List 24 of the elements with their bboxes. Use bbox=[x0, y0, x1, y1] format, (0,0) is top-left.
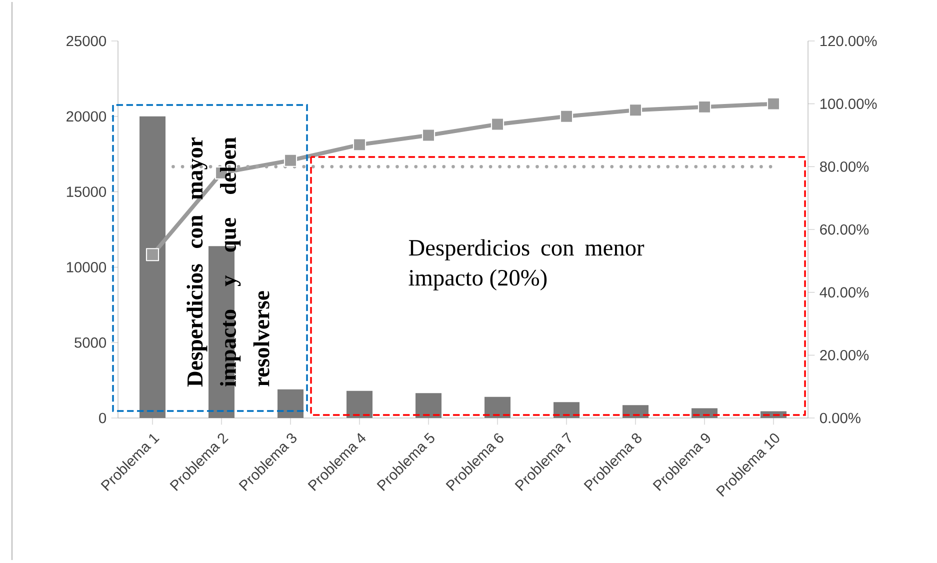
y-tick-label: 10000 bbox=[66, 262, 106, 272]
point bbox=[490, 118, 504, 131]
y2-tick-label: 40.00% bbox=[820, 287, 869, 298]
point bbox=[628, 104, 642, 117]
point bbox=[284, 154, 298, 167]
y-tick-label: 20000 bbox=[66, 111, 106, 122]
y2-tick-label: 120.00% bbox=[820, 36, 877, 46]
point bbox=[146, 248, 160, 262]
y2-tick-label: 80.00% bbox=[820, 161, 869, 172]
y2-tick-label: 0.00% bbox=[820, 412, 860, 424]
y-tick-label: 25000 bbox=[66, 36, 106, 46]
y-tick-label: 15000 bbox=[66, 186, 106, 197]
point bbox=[560, 110, 574, 123]
y-tick-label: 5000 bbox=[74, 337, 106, 348]
point bbox=[698, 100, 712, 114]
y2-tick-label: 20.00% bbox=[820, 350, 869, 360]
annotation: Desperdicios con mayor impacto y que deben resolverse bbox=[186, 137, 270, 387]
point bbox=[766, 97, 780, 110]
y-tick-label: 0 bbox=[99, 412, 106, 424]
annotation: Desperdicios con menor impacto (20%) bbox=[408, 239, 644, 290]
y2-tick-label: 60.00% bbox=[820, 224, 869, 235]
point bbox=[352, 138, 366, 152]
y2-tick-label: 100.00% bbox=[820, 98, 877, 110]
point bbox=[422, 128, 436, 142]
